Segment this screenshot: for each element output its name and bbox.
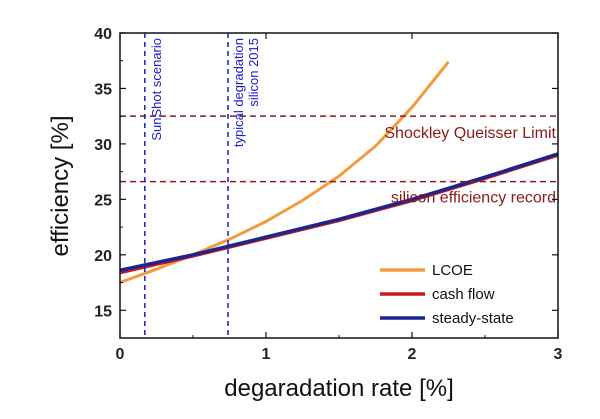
plot-area [120,33,558,338]
axis-ticks: 0 1 2 3 15 20 25 30 35 40 [94,26,562,363]
vline-label-0: SunShot scenario [149,38,164,141]
y-tick-label: 35 [94,81,112,98]
y-tick-label: 20 [94,248,112,265]
reference-lines-horizontal [120,115,558,183]
y-tick-label: 25 [94,192,112,209]
series-layer [120,60,558,284]
x-tick-label: 2 [408,346,417,363]
y-axis-label: efficiency [%] [47,116,74,257]
vline-label-1-line-1: silicon 2015 [246,38,261,107]
series-line-steady-state [120,152,558,273]
x-tick-label: 1 [262,346,271,363]
reference-lines-vertical [144,33,229,338]
x-tick-label: 3 [554,346,563,363]
legend-label-LCOE: LCOE [432,262,473,279]
x-axis-label: degaradation rate [%] [224,375,454,402]
x-tick-label: 0 [116,346,125,363]
annotation-layer: Shockley Queisser Limit silicon efficienc… [149,38,557,207]
legend: LCOE cash flow steady-state [380,262,514,327]
hline-label-0: Shockley Queisser Limit [384,125,556,142]
legend-label-steady-state: steady-state [432,310,514,327]
hline-label-1: silicon efficiency record [391,190,556,207]
y-tick-label: 30 [94,137,112,154]
series-line-LCOE [120,60,450,284]
y-tick-label: 40 [94,26,112,43]
vline-label-1-line-0: typical degradation [231,38,246,147]
y-tick-label: 15 [94,303,112,320]
legend-label-cash-flow: cash flow [432,286,495,303]
